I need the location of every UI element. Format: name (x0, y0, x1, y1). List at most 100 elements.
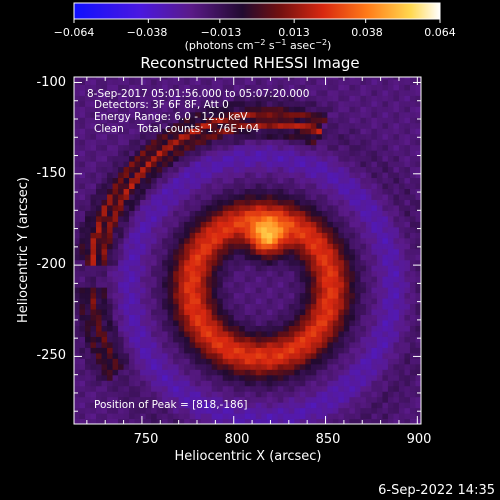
heatmap-cell (310, 188, 317, 195)
heatmap-cell (184, 166, 191, 173)
heatmap-cell (156, 150, 163, 157)
heatmap-cell (200, 259, 207, 266)
heatmap-cell (151, 243, 158, 250)
heatmap-cell (360, 413, 367, 420)
heatmap-cell (343, 128, 350, 135)
heatmap-cell (107, 325, 114, 332)
heatmap-cell (129, 77, 136, 80)
heatmap-cell (283, 144, 290, 151)
heatmap-cell (184, 391, 191, 398)
heatmap-cell (404, 341, 411, 348)
heatmap-cell (195, 292, 202, 299)
heatmap-cell (404, 77, 411, 80)
heatmap-cell (415, 254, 421, 261)
heatmap-cell (74, 396, 81, 403)
heatmap-cell (107, 188, 114, 195)
heatmap-cell (283, 182, 290, 190)
heatmap-cell (338, 314, 345, 321)
heatmap-cell (294, 210, 301, 217)
heatmap-cell (151, 117, 158, 124)
heatmap-cell (327, 226, 334, 233)
heatmap-cell (393, 111, 400, 118)
heatmap-cell (178, 396, 185, 403)
heatmap-cell (310, 330, 317, 337)
heatmap-cell (365, 77, 373, 80)
heatmap-cell (283, 226, 290, 233)
heatmap-cell (239, 314, 246, 321)
heatmap-cell (415, 303, 421, 310)
heatmap-cell (74, 352, 81, 359)
heatmap-cell (354, 385, 362, 392)
heatmap-cell (244, 166, 251, 173)
heatmap-cell (101, 243, 108, 250)
heatmap-cell (338, 391, 345, 398)
heatmap-cell (184, 177, 191, 184)
heatmap-cell (343, 199, 350, 206)
heatmap-cell (173, 199, 180, 206)
heatmap-cell (134, 276, 141, 283)
heatmap-cell (415, 139, 421, 146)
heatmap-cell (338, 100, 345, 107)
heatmap-cell (79, 297, 86, 305)
heatmap-cell (332, 133, 339, 140)
heatmap-cell (382, 325, 389, 332)
heatmap-cell (349, 380, 356, 387)
heatmap-cell (393, 204, 400, 211)
heatmap-cell (371, 341, 378, 348)
heatmap-cell (288, 270, 295, 277)
heatmap-cell (217, 182, 224, 190)
heatmap-cell (211, 166, 218, 173)
heatmap-cell (387, 182, 395, 190)
heatmap-cell (206, 177, 213, 184)
heatmap-cell (217, 248, 224, 255)
heatmap-cell (184, 270, 191, 277)
heatmap-cell (371, 89, 378, 96)
heatmap-cell (316, 270, 323, 277)
heatmap-cell (206, 161, 213, 168)
heatmap-cell (134, 352, 141, 359)
heatmap-cell (189, 407, 196, 414)
heatmap-cell (327, 84, 334, 91)
heatmap-cell (101, 281, 108, 288)
heatmap-cell (101, 407, 108, 414)
heatmap-cell (327, 78, 334, 85)
heatmap-cell (74, 347, 81, 354)
heatmap-cell (134, 188, 141, 195)
heatmap-cell (255, 84, 262, 91)
heatmap-cell (244, 122, 251, 129)
heatmap-cell (354, 204, 362, 211)
heatmap-cell (354, 396, 362, 403)
heatmap-cell (156, 319, 163, 326)
heatmap-cell (211, 385, 218, 392)
heatmap-cell (327, 319, 334, 326)
heatmap-cell (321, 352, 328, 359)
heatmap-cell (376, 385, 384, 392)
heatmap-cell (244, 391, 251, 398)
heatmap-cell (162, 396, 169, 403)
heatmap-cell (382, 226, 389, 233)
heatmap-cell (189, 193, 196, 200)
heatmap-cell (79, 193, 86, 200)
heatmap-cell (365, 193, 373, 200)
heatmap-cell (349, 106, 356, 113)
heatmap-cell (283, 248, 290, 255)
heatmap-cell (316, 402, 323, 409)
heatmap-cell (101, 133, 108, 140)
heatmap-cell (200, 407, 207, 414)
heatmap-cell (211, 177, 218, 184)
heatmap-cell (283, 374, 290, 381)
heatmap-cell (266, 188, 273, 195)
heatmap-cell (321, 95, 328, 102)
heatmap-cell (393, 297, 400, 305)
heatmap-cell (211, 292, 218, 299)
heatmap-cell (404, 407, 411, 414)
heatmap-cell (222, 308, 229, 316)
heatmap-cell (173, 314, 180, 321)
heatmap-cell (316, 303, 323, 310)
heatmap-cell (118, 155, 125, 162)
heatmap-cell (387, 297, 395, 305)
heatmap-cell (338, 204, 345, 211)
heatmap-cell (239, 363, 246, 370)
heatmap-cell (211, 128, 218, 135)
heatmap-cell (283, 330, 290, 337)
